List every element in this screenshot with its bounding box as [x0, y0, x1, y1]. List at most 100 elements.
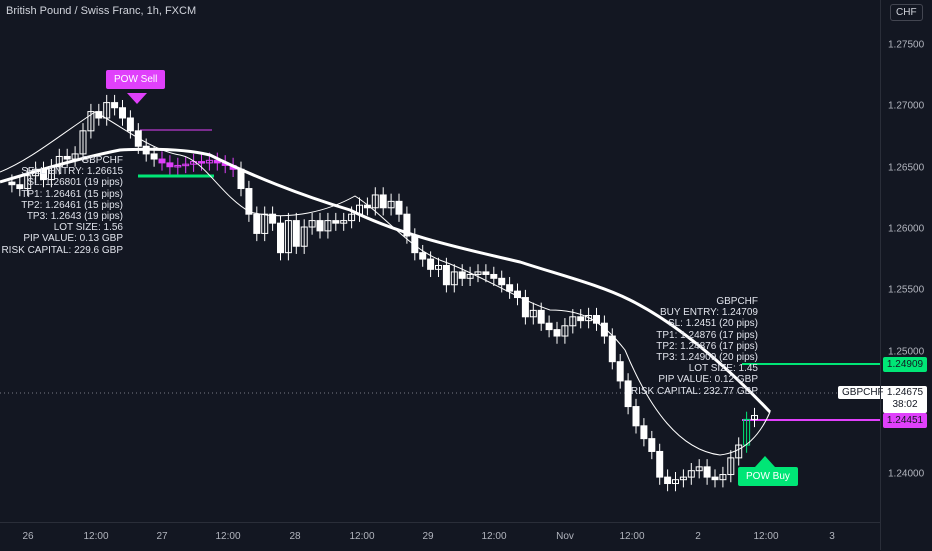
candle-body: [727, 457, 735, 476]
candles-layer: [8, 94, 758, 492]
time-tick: 12:00: [349, 531, 375, 542]
price-chart[interactable]: [0, 0, 880, 522]
candle-body: [695, 466, 703, 472]
candle-body: [435, 264, 442, 270]
candle-body: [16, 184, 24, 190]
candle-body: [743, 418, 751, 446]
candle-body: [103, 102, 111, 119]
sell-line: TP2: 1.26461 (15 pips): [21, 199, 123, 211]
candle-body: [166, 162, 174, 168]
candle-body: [308, 220, 316, 228]
time-tick: 12:00: [753, 531, 779, 542]
buy-label-pointer: [755, 456, 775, 467]
pow-buy-label: POW Buy: [738, 467, 798, 486]
bar-countdown: 38:02: [892, 399, 918, 410]
candle-body: [585, 315, 593, 322]
candle-body: [198, 161, 205, 164]
candle-body: [324, 220, 332, 232]
candle-body: [545, 322, 553, 331]
candle-body: [506, 284, 514, 292]
price-tick: 1.26000: [888, 223, 925, 235]
candle-body: [63, 155, 71, 160]
candle-body: [284, 220, 292, 254]
time-tick: Nov: [556, 531, 574, 542]
current-price-value: 1.24675: [886, 387, 924, 398]
candle-body: [245, 188, 253, 215]
candle-body: [553, 329, 561, 337]
candle-body: [371, 194, 379, 209]
candle-body: [71, 153, 79, 160]
currency-badge[interactable]: CHF: [890, 4, 923, 21]
sell-line: PIP VALUE: 0.13 GBP: [23, 233, 123, 245]
candle-body: [537, 309, 545, 324]
time-tick: 26: [22, 531, 34, 542]
candle-body: [419, 252, 427, 260]
candle-body: [719, 474, 727, 481]
price-axis[interactable]: CHF 1.27500 1.27000 1.26500 1.26000 1.25500 1…: [880, 0, 932, 550]
sell-line: GBPCHF: [81, 155, 123, 166]
time-tick: 12:00: [481, 531, 507, 542]
current-price-label: 1.24675 38:02: [883, 386, 927, 413]
time-tick: 29: [422, 531, 434, 542]
candle-body: [427, 258, 435, 270]
sell-line: LOT SIZE: 1.56: [53, 222, 123, 234]
buy-line: TP1: 1.24876 (17 pips): [656, 329, 758, 341]
chart-pane[interactable]: British Pound / Swiss Franc, 1h, FXCM PO…: [0, 0, 888, 522]
buy-sl-price-label: 1.24451: [883, 413, 927, 428]
candle-body: [466, 273, 474, 279]
time-tick: 12:00: [619, 531, 645, 542]
buy-line: TP3: 1.24909 (20 pips): [656, 352, 758, 364]
candle-body: [498, 277, 506, 286]
buy-line: BUY ENTRY: 1.24709: [659, 307, 758, 319]
sell-line: TP1: 1.26461 (15 pips): [21, 188, 123, 200]
candle-body: [87, 111, 95, 132]
candle-body: [269, 213, 277, 224]
candle-body: [561, 325, 569, 337]
sell-line: TP3: 1.2643 (19 pips): [26, 211, 123, 223]
candle-body: [648, 438, 656, 452]
candle-body: [687, 470, 695, 478]
candle-body: [387, 200, 395, 209]
price-tick: 1.27500: [888, 39, 925, 51]
candle-body: [261, 213, 269, 234]
candle-body: [640, 425, 648, 440]
candle-body: [403, 213, 411, 237]
candle-body: [521, 297, 529, 318]
price-tick: 1.27000: [888, 100, 925, 112]
buy-line: LOT SIZE: 1.45: [688, 363, 758, 375]
candle-body: [111, 102, 119, 109]
candle-body: [55, 155, 63, 168]
candle-body: [150, 153, 158, 160]
candle-body: [656, 450, 664, 478]
candle-body: [624, 380, 632, 408]
time-axis[interactable]: 26 12:00 27 12:00 28 12:00 29 12:00 Nov 12:00 2 12:…: [0, 522, 880, 551]
candle-body: [95, 111, 103, 119]
sell-line: SELL ENTRY: 1.26615: [21, 166, 123, 178]
slow-moving-average-line: [0, 147, 772, 414]
chart-title: British Pound / Swiss Franc, 1h, FXCM: [6, 5, 197, 17]
candle-body: [126, 117, 134, 132]
time-tick: 3: [829, 531, 835, 542]
candle-body: [300, 226, 308, 247]
candle-body: [569, 316, 577, 327]
candle-body: [182, 163, 190, 167]
candle-body: [395, 200, 403, 215]
sell-line: SL: 1.26801 (19 pips): [27, 177, 123, 189]
candle-body: [616, 361, 624, 382]
candle-body: [332, 220, 340, 224]
candle-body: [482, 271, 490, 275]
sell-label-pointer: [127, 93, 147, 104]
pow-sell-label: POW Sell: [106, 70, 166, 89]
candle-body: [158, 158, 166, 164]
candle-body: [703, 466, 711, 478]
candle-body: [277, 222, 284, 254]
candle-body: [490, 273, 498, 279]
candle-body: [450, 271, 458, 286]
buy-line: GBPCHF: [716, 296, 758, 307]
candle-body: [442, 264, 450, 286]
price-tick: 1.24000: [888, 468, 925, 480]
candle-body: [174, 164, 182, 168]
buy-line: SL: 1.2451 (20 pips): [667, 318, 758, 330]
candle-body: [292, 220, 300, 247]
time-tick: 2: [695, 531, 701, 542]
